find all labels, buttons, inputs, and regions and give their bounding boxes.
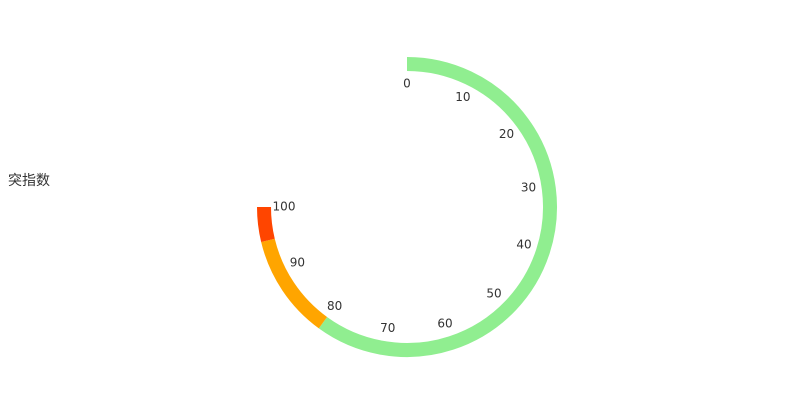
gauge-tick-labels: 0 10 20 30 40 50 60 70 80 90 100 (273, 77, 537, 335)
tick-label-60: 60 (437, 316, 452, 330)
gauge-band-0 (318, 57, 557, 357)
gauge-bands (257, 57, 557, 357)
tick-label-40: 40 (516, 238, 531, 252)
tick-label-10: 10 (455, 90, 470, 104)
gauge-band-1 (261, 238, 328, 329)
tick-label-0: 0 (403, 77, 411, 91)
tick-label-80: 80 (327, 299, 342, 313)
gauge-band-2 (257, 206, 275, 243)
tick-label-70: 70 (380, 321, 395, 335)
tick-label-30: 30 (521, 180, 536, 194)
series-label: 突指数 (8, 173, 50, 189)
tick-label-90: 90 (290, 255, 305, 269)
tick-label-100: 100 (273, 200, 296, 214)
tick-label-20: 20 (499, 127, 514, 141)
tick-label-50: 50 (486, 286, 501, 300)
